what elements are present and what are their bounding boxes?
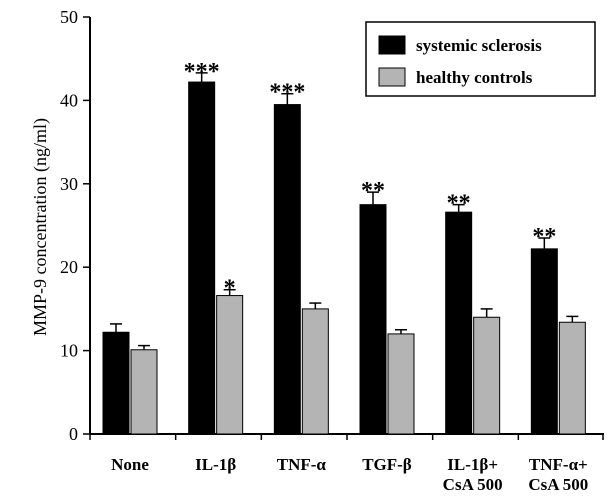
error-bars bbox=[110, 72, 579, 350]
legend: systemic sclerosis healthy controls bbox=[365, 21, 596, 97]
bar-systemic-sclerosis bbox=[188, 81, 216, 435]
y-tick-label: 20 bbox=[60, 257, 78, 277]
y-tick-label: 50 bbox=[60, 7, 78, 27]
y-axis-label: MMP-9 concentration (ng/ml) bbox=[30, 118, 51, 336]
bar-systemic-sclerosis bbox=[102, 331, 130, 435]
x-tick-label: TNF-α+ CsA 500 bbox=[528, 455, 588, 494]
bar-healthy-controls bbox=[387, 333, 415, 435]
x-axis bbox=[89, 433, 604, 440]
bar-healthy-controls bbox=[301, 308, 329, 435]
x-tick-label: IL-1β bbox=[195, 455, 236, 474]
significance-marker: ** bbox=[447, 191, 471, 217]
bar-healthy-controls bbox=[558, 321, 586, 435]
bar-healthy-controls bbox=[473, 316, 501, 435]
x-tick-label: TGF-β bbox=[362, 455, 412, 474]
legend-swatch bbox=[378, 35, 406, 55]
x-tick-label: None bbox=[111, 455, 149, 474]
legend-label: systemic sclerosis bbox=[416, 36, 542, 55]
category-labels: None IL-1β TNF-α TGF-β IL-1β+ CsA 500 TNF-α+ Cs… bbox=[111, 455, 588, 494]
y-tick-label: 40 bbox=[60, 90, 78, 110]
significance-marker: *** bbox=[269, 80, 305, 106]
legend-swatch bbox=[378, 67, 406, 87]
significance-marker: ** bbox=[532, 224, 556, 250]
y-tick-label: 10 bbox=[60, 341, 78, 361]
significance-marker: ** bbox=[361, 178, 385, 204]
bar-systemic-sclerosis bbox=[530, 248, 558, 435]
y-tick-label: 0 bbox=[69, 424, 78, 444]
significance-markers: ********* **** bbox=[184, 59, 557, 302]
bar-healthy-controls bbox=[216, 295, 244, 435]
significance-marker: *** bbox=[184, 59, 220, 85]
bars bbox=[102, 81, 586, 435]
legend-label: healthy controls bbox=[416, 68, 533, 87]
x-tick-label: TNF-α bbox=[277, 455, 327, 474]
y-axis: 0 10 20 30 40 50 bbox=[60, 7, 91, 444]
bar-systemic-sclerosis bbox=[359, 204, 387, 435]
y-tick-label: 30 bbox=[60, 174, 78, 194]
x-tick-label: IL-1β+ CsA 500 bbox=[443, 455, 503, 494]
significance-marker: * bbox=[224, 276, 236, 302]
bar-healthy-controls bbox=[130, 349, 158, 435]
bar-systemic-sclerosis bbox=[273, 104, 301, 435]
bar-systemic-sclerosis bbox=[445, 211, 473, 435]
